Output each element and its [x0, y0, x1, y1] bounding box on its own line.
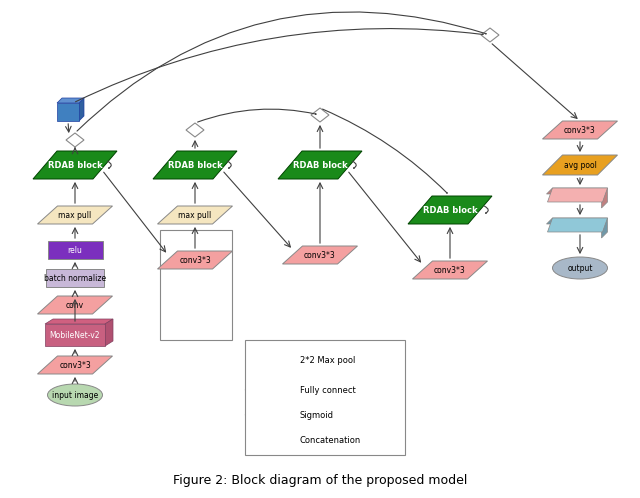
Text: conv: conv [66, 300, 84, 309]
Polygon shape [311, 108, 329, 122]
FancyArrowPatch shape [198, 109, 316, 122]
Text: relu: relu [68, 246, 83, 254]
Polygon shape [186, 123, 204, 137]
Text: Concatenation: Concatenation [300, 435, 361, 445]
Text: input image: input image [52, 390, 98, 399]
Polygon shape [38, 206, 113, 224]
Bar [46, 269, 104, 287]
Polygon shape [245, 409, 289, 415]
Polygon shape [602, 188, 607, 208]
Ellipse shape [47, 384, 102, 406]
Bar [245, 340, 405, 455]
Polygon shape [258, 433, 276, 447]
FancyArrowPatch shape [353, 161, 356, 168]
Polygon shape [57, 98, 84, 103]
Polygon shape [246, 384, 289, 396]
Polygon shape [33, 151, 117, 179]
Text: conv3*3: conv3*3 [434, 265, 466, 274]
Polygon shape [283, 409, 289, 427]
Text: RDAB block: RDAB block [48, 160, 102, 169]
Polygon shape [547, 188, 607, 202]
Polygon shape [602, 218, 607, 238]
Polygon shape [283, 384, 289, 402]
Polygon shape [45, 319, 113, 324]
FancyArrowPatch shape [76, 28, 483, 102]
Polygon shape [38, 356, 113, 374]
Polygon shape [157, 206, 232, 224]
Polygon shape [79, 98, 84, 121]
Polygon shape [547, 218, 607, 232]
FancyArrowPatch shape [108, 161, 111, 168]
Text: conv3*3: conv3*3 [304, 250, 336, 259]
Text: Sigmoid: Sigmoid [300, 410, 334, 419]
FancyArrowPatch shape [323, 109, 447, 193]
Polygon shape [157, 251, 232, 269]
FancyArrowPatch shape [227, 161, 231, 168]
Polygon shape [543, 155, 618, 175]
Ellipse shape [552, 257, 607, 279]
Bar [259, 352, 281, 368]
Text: avg pool: avg pool [564, 160, 596, 169]
Polygon shape [245, 384, 289, 390]
Polygon shape [66, 133, 84, 147]
FancyArrowPatch shape [77, 12, 486, 131]
Text: RDAB block: RDAB block [292, 160, 348, 169]
Polygon shape [408, 196, 492, 224]
Polygon shape [413, 261, 488, 279]
Polygon shape [105, 319, 113, 346]
Polygon shape [38, 296, 113, 314]
Polygon shape [281, 347, 286, 368]
Bar [57, 103, 79, 121]
Polygon shape [547, 188, 607, 194]
Text: Fully connect: Fully connect [300, 385, 356, 394]
Polygon shape [547, 218, 607, 224]
FancyArrowPatch shape [484, 206, 488, 213]
Text: max pull: max pull [58, 211, 92, 220]
Text: max pull: max pull [179, 211, 212, 220]
Polygon shape [153, 151, 237, 179]
Polygon shape [543, 121, 618, 139]
Text: batch normalize: batch normalize [44, 273, 106, 282]
Text: output: output [567, 263, 593, 272]
Polygon shape [259, 347, 286, 352]
Polygon shape [481, 28, 499, 42]
Polygon shape [278, 151, 362, 179]
Text: RDAB block: RDAB block [422, 206, 477, 215]
Text: conv3*3: conv3*3 [564, 125, 596, 134]
Bar [45, 324, 105, 346]
Text: Figure 2: Block diagram of the proposed model: Figure 2: Block diagram of the proposed … [173, 474, 467, 487]
Bar [160, 230, 232, 340]
Polygon shape [246, 409, 289, 421]
Text: conv3*3: conv3*3 [59, 361, 91, 370]
Text: RDAB block: RDAB block [168, 160, 222, 169]
Bar [47, 241, 102, 259]
Text: 2*2 Max pool: 2*2 Max pool [300, 356, 355, 365]
Text: conv3*3: conv3*3 [179, 255, 211, 264]
Text: MobileNet-v2: MobileNet-v2 [50, 331, 100, 340]
Polygon shape [282, 246, 358, 264]
